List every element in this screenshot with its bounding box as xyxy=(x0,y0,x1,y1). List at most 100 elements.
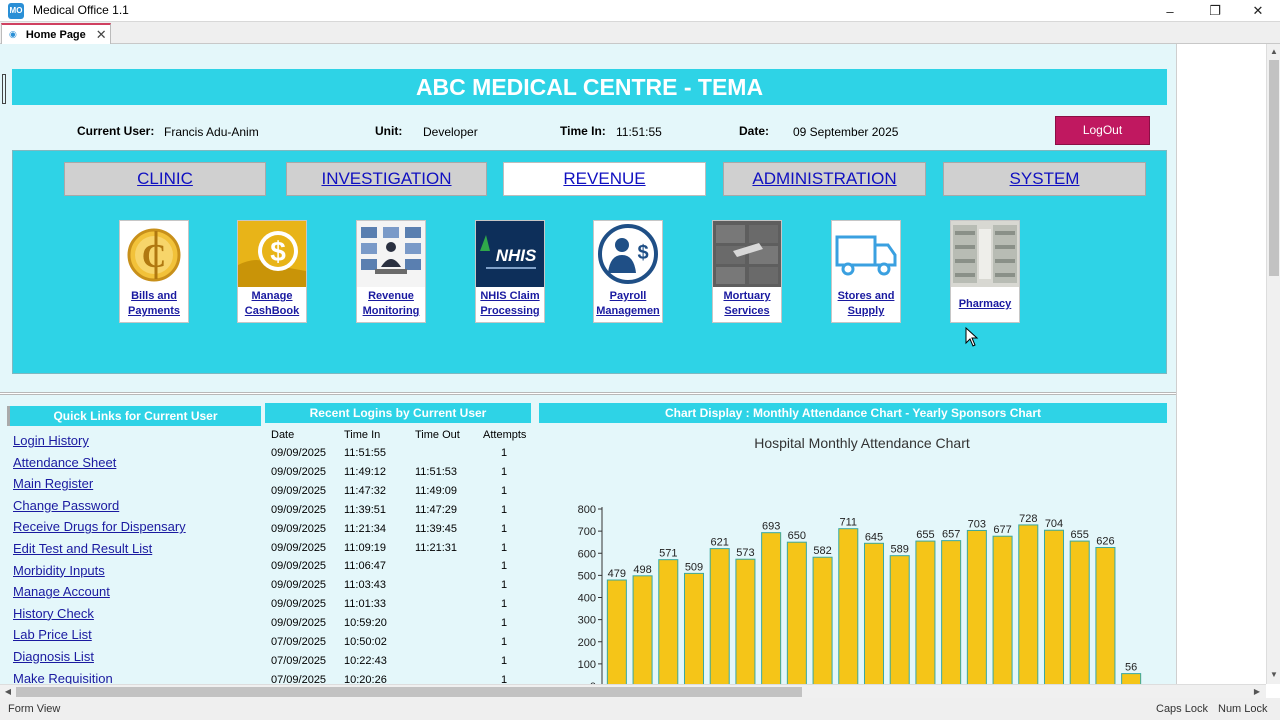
unit-label: Unit: xyxy=(375,124,403,138)
quick-link-edit-test-result-list[interactable]: Edit Test and Result List xyxy=(13,540,153,556)
tile-label: Managemen xyxy=(596,305,660,317)
table-row[interactable]: 07/09/2025 10:22:43 1 xyxy=(265,653,531,671)
table-cell: 09/09/2025 xyxy=(271,579,327,592)
table-cell: 11:49:12 xyxy=(344,465,387,478)
tab-close-icon[interactable]: ✕ xyxy=(95,26,107,42)
current-user-value: Francis Adu-Anim xyxy=(164,125,259,139)
table-row[interactable]: 07/09/2025 10:50:02 1 xyxy=(265,634,531,652)
tile-nhis-claim-processing[interactable]: NHIS NHIS Claim Processing xyxy=(475,220,545,323)
quick-link-lab-price-list[interactable]: Lab Price List xyxy=(13,627,92,643)
tile-payroll-management[interactable]: $ Payroll Managemen xyxy=(593,220,663,323)
nav-investigation-button[interactable]: INVESTIGATION xyxy=(286,162,487,196)
tile-revenue-monitoring[interactable]: Revenue Monitoring xyxy=(356,220,426,323)
table-row[interactable]: 09/09/2025 11:03:43 1 xyxy=(265,577,531,595)
quick-link-main-register[interactable]: Main Register xyxy=(13,476,94,492)
nav-system-button[interactable]: SYSTEM xyxy=(943,162,1146,196)
column-header: Date xyxy=(271,429,295,441)
monitoring-screens-icon xyxy=(357,221,425,287)
data-label: 655 xyxy=(1071,529,1089,541)
table-row[interactable]: 09/09/2025 11:51:55 1 xyxy=(265,445,531,463)
quick-link-login-history[interactable]: Login History xyxy=(13,433,89,448)
data-label: 711 xyxy=(840,517,858,529)
column-header: Time Out xyxy=(415,429,460,441)
table-row[interactable]: 07/09/2025 10:20:26 1 xyxy=(265,672,531,684)
quick-link-receive-drugs[interactable]: Receive Drugs for Dispensary xyxy=(13,519,186,535)
table-row[interactable]: 09/09/2025 11:06:47 1 xyxy=(265,558,531,576)
table-row[interactable]: 09/09/2025 11:21:34 11:39:45 1 xyxy=(265,521,531,539)
bar xyxy=(889,555,910,684)
quick-link-attendance-sheet[interactable]: Attendance Sheet xyxy=(13,454,117,470)
quick-link-manage-account[interactable]: Manage Account xyxy=(13,584,110,600)
horizontal-scrollbar[interactable]: ◀ ▶ xyxy=(0,684,1266,698)
tile-bills-and-payments[interactable]: C Bills and Payments xyxy=(119,220,189,323)
table-row[interactable]: 09/09/2025 11:49:12 11:51:53 1 xyxy=(265,464,531,482)
scroll-up-icon[interactable]: ▲ xyxy=(1270,47,1278,56)
time-in-value: 11:51:55 xyxy=(616,125,662,139)
table-cell: 09/09/2025 xyxy=(271,465,327,478)
bar xyxy=(941,540,962,684)
status-view-mode: Form View xyxy=(8,703,61,715)
data-label: 621 xyxy=(711,537,729,549)
tile-stores-and-supply[interactable]: Stores and Supply xyxy=(831,220,901,323)
horizontal-scroll-thumb[interactable] xyxy=(16,687,802,697)
table-cell: 11:21:31 xyxy=(415,541,458,554)
time-in-label: Time In: xyxy=(560,124,606,138)
bar xyxy=(915,540,936,684)
scroll-down-icon[interactable]: ▼ xyxy=(1270,670,1278,679)
nav-administration-button[interactable]: ADMINISTRATION xyxy=(723,162,926,196)
quick-link-make-requisition[interactable]: Make Requisition xyxy=(13,670,113,684)
table-cell: 1 xyxy=(501,654,508,667)
data-label: 589 xyxy=(891,544,909,556)
minimize-icon[interactable]: – xyxy=(1166,3,1174,19)
close-icon[interactable]: ✕ xyxy=(1252,3,1264,18)
table-row[interactable]: 09/09/2025 10:59:20 1 xyxy=(265,615,531,633)
table-cell: 1 xyxy=(501,560,508,573)
table-cell: 09/09/2025 xyxy=(271,541,327,554)
table-row[interactable]: 09/09/2025 11:39:51 11:47:29 1 xyxy=(265,502,531,520)
tile-manage-cashbook[interactable]: $ Manage CashBook xyxy=(237,220,307,323)
quick-link-history-check[interactable]: History Check xyxy=(13,605,94,621)
restore-icon[interactable]: ❐ xyxy=(1209,3,1221,18)
vertical-scrollbar[interactable]: ▲ ▼ xyxy=(1266,44,1280,684)
bar xyxy=(966,529,987,684)
vertical-scroll-thumb[interactable] xyxy=(1269,60,1279,276)
table-row[interactable]: 09/09/2025 11:01:33 1 xyxy=(265,596,531,614)
quick-links-list: Login History Attendance Sheet Main Regi… xyxy=(13,430,263,684)
table-row[interactable]: 09/09/2025 11:09:19 11:21:31 1 xyxy=(265,540,531,558)
table-cell: 07/09/2025 xyxy=(271,636,327,648)
record-selector xyxy=(2,74,6,104)
quick-link-diagnosis-list[interactable]: Diagnosis List xyxy=(13,648,94,664)
section-divider xyxy=(0,392,1176,395)
table-cell: 1 xyxy=(501,503,508,516)
table-cell: 07/09/2025 xyxy=(271,654,327,667)
quick-link-morbidity-inputs[interactable]: Morbidity Inputs xyxy=(13,562,105,578)
table-cell: 10:20:26 xyxy=(344,673,387,684)
title-bar: MO Medical Office 1.1 – ❐ ✕ xyxy=(0,0,1280,22)
data-label: 677 xyxy=(993,524,1011,536)
table-cell: 1 xyxy=(501,673,508,684)
nav-clinic-button[interactable]: CLINIC xyxy=(64,162,266,196)
scroll-left-icon[interactable]: ◀ xyxy=(4,687,12,696)
column-header: Time In xyxy=(344,429,381,441)
quick-link-change-password[interactable]: Change Password xyxy=(13,497,120,513)
nav-revenue-button[interactable]: REVENUE xyxy=(503,162,706,196)
y-tick-label: 200 xyxy=(578,637,596,649)
table-cell: 1 xyxy=(501,447,508,459)
table-cell: 1 xyxy=(501,522,508,535)
home-form: ABC MEDICAL CENTRE - TEMA Current User: … xyxy=(0,44,1266,684)
tile-label: Payroll xyxy=(609,290,647,302)
table-row[interactable]: 09/09/2025 11:47:32 11:49:09 1 xyxy=(265,483,531,501)
tile-label: Mortuary xyxy=(723,290,771,302)
table-cell: 11:51:55 xyxy=(344,447,387,459)
table-cell: 10:50:02 xyxy=(344,636,387,648)
scroll-right-icon[interactable]: ▶ xyxy=(1253,687,1261,696)
quick-links-header: Quick Links for Current User xyxy=(7,406,261,426)
tile-pharmacy[interactable]: Pharmacy xyxy=(950,220,1020,323)
recent-logins-header: Recent Logins by Current User xyxy=(265,403,531,423)
tile-mortuary-services[interactable]: Mortuary Services xyxy=(712,220,782,323)
y-tick-label: 700 xyxy=(578,526,596,538)
svg-text:$: $ xyxy=(637,242,648,264)
pharmacy-shelves-icon xyxy=(951,221,1019,287)
tab-home-page[interactable]: ◉ Home Page ✕ xyxy=(1,23,111,44)
logout-button[interactable]: LogOut xyxy=(1055,116,1150,145)
